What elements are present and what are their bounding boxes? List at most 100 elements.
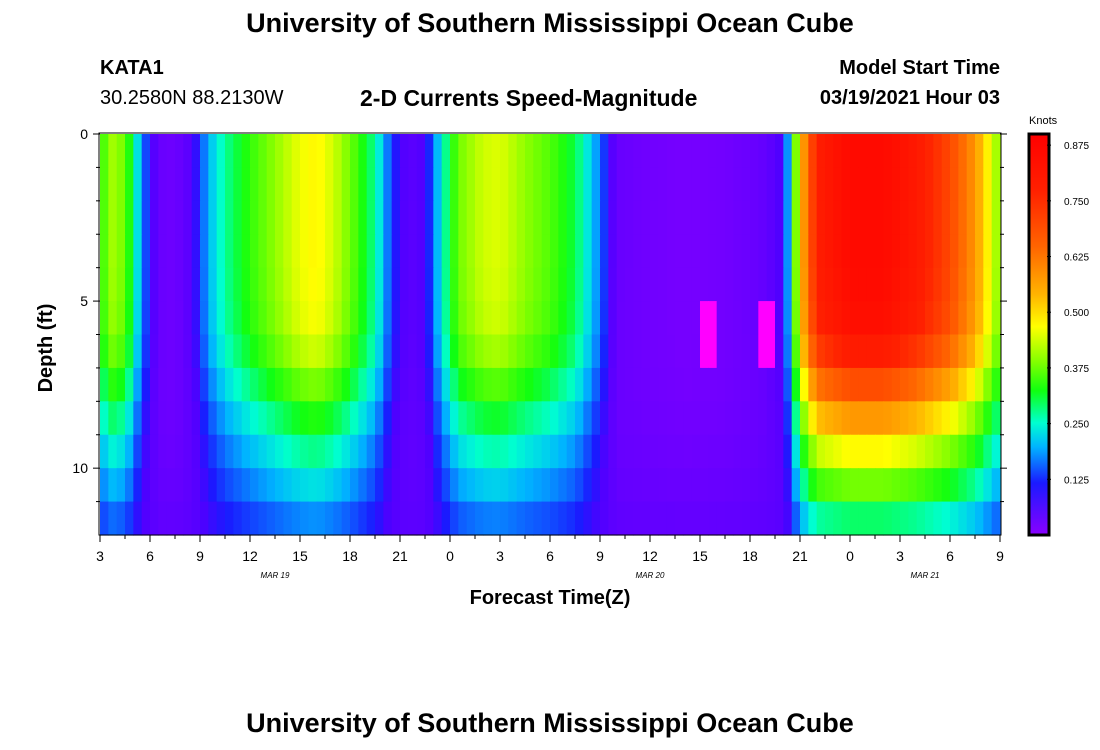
heatmap-cell	[208, 234, 218, 269]
heatmap-cell	[808, 200, 818, 235]
heatmap-cell	[750, 434, 759, 469]
y-tick-label: 0	[80, 126, 88, 142]
heatmap-cell	[575, 367, 584, 402]
heatmap-cell	[850, 334, 859, 369]
heatmap-cell	[150, 234, 159, 269]
heatmap-cell	[283, 401, 293, 436]
heatmap-cell	[683, 167, 693, 202]
heatmap-cell	[900, 167, 909, 202]
heatmap-cell	[333, 401, 343, 436]
heatmap-cell	[625, 200, 634, 235]
heatmap-cell	[375, 301, 384, 336]
heatmap-cell	[750, 267, 759, 302]
heatmap-cell	[758, 200, 768, 235]
heatmap-cell	[750, 401, 759, 436]
heatmap-cell	[991, 367, 1001, 402]
heatmap-cell	[366, 468, 376, 503]
heatmap-cell	[400, 468, 409, 503]
heatmap-cell	[991, 401, 1001, 436]
heatmap-cell	[441, 234, 451, 269]
heatmap-cell	[466, 468, 476, 503]
x-axis-label: Forecast Time(Z)	[470, 587, 631, 609]
heatmap-cell	[866, 301, 876, 336]
heatmap-cell	[108, 468, 118, 503]
heatmap-cell	[675, 234, 684, 269]
heatmap-cell	[358, 401, 368, 436]
heatmap-cell	[983, 134, 993, 169]
heatmap-cell	[633, 234, 643, 269]
heatmap-cell	[633, 367, 643, 402]
heatmap-cell	[875, 234, 884, 269]
heatmap-cell	[775, 434, 784, 469]
heatmap-cell	[525, 334, 534, 369]
heatmap-cell	[800, 334, 809, 369]
heatmap-cell	[625, 167, 634, 202]
heatmap-cell	[216, 434, 226, 469]
heatmap-cell	[250, 267, 259, 302]
heatmap-cell	[366, 401, 376, 436]
heatmap-cell	[333, 301, 343, 336]
heatmap-cell	[633, 134, 643, 169]
heatmap-cell	[275, 134, 284, 169]
heatmap-cell	[858, 301, 868, 336]
heatmap-cell	[966, 468, 976, 503]
heatmap-cell	[525, 167, 534, 202]
heatmap-cell	[100, 434, 109, 469]
heatmap-cell	[558, 401, 568, 436]
heatmap-cell	[700, 367, 709, 402]
heatmap-cell	[583, 501, 593, 536]
heatmap-cell	[941, 468, 951, 503]
heatmap-cell	[183, 468, 193, 503]
heatmap-cell	[383, 401, 393, 436]
heatmap-cell	[708, 434, 718, 469]
heatmap-cell	[658, 134, 668, 169]
heatmap-cell	[150, 501, 159, 536]
heatmap-cell	[508, 434, 518, 469]
heatmap-cell	[941, 200, 951, 235]
heatmap-cell	[600, 267, 609, 302]
heatmap-cell	[325, 501, 334, 536]
heatmap-cell	[808, 468, 818, 503]
heatmap-cell	[516, 468, 526, 503]
heatmap-cell	[691, 401, 701, 436]
heatmap-cell	[416, 334, 426, 369]
heatmap-cell	[758, 134, 768, 169]
heatmap-cell	[600, 401, 609, 436]
heatmap-cell	[258, 301, 268, 336]
heatmap-cell	[341, 234, 351, 269]
heatmap-cell	[808, 134, 818, 169]
heatmap-cell	[658, 200, 668, 235]
heatmap-cell	[825, 134, 834, 169]
heatmap-cell	[441, 167, 451, 202]
heatmap-cell	[875, 401, 884, 436]
heatmap-cell	[200, 234, 209, 269]
heatmap-cell	[658, 434, 668, 469]
heatmap-cell	[441, 434, 451, 469]
heatmap-cell	[366, 200, 376, 235]
heatmap-cell	[625, 334, 634, 369]
heatmap-cell	[108, 434, 118, 469]
heatmap-cell	[516, 200, 526, 235]
heatmap-cell	[650, 267, 659, 302]
heatmap-cell	[825, 434, 834, 469]
heatmap-cell	[658, 301, 668, 336]
heatmap-cell	[200, 434, 209, 469]
heatmap-cell	[750, 334, 759, 369]
heatmap-cell	[791, 501, 801, 536]
heatmap-cell	[650, 334, 659, 369]
heatmap-cell	[525, 134, 534, 169]
heatmap-cell	[900, 301, 909, 336]
heatmap-cell	[608, 401, 618, 436]
heatmap-cell	[158, 234, 168, 269]
heatmap-cell	[541, 434, 551, 469]
heatmap-cell	[808, 434, 818, 469]
heatmap-cell	[958, 434, 968, 469]
heatmap-cell	[916, 334, 926, 369]
heatmap-cell	[616, 434, 626, 469]
heatmap-cell	[533, 301, 543, 336]
heatmap-cell	[516, 234, 526, 269]
heatmap-cell	[150, 134, 159, 169]
heatmap-cell	[458, 468, 468, 503]
heatmap-cell	[366, 501, 376, 536]
x-tick-label: 12	[242, 548, 258, 564]
